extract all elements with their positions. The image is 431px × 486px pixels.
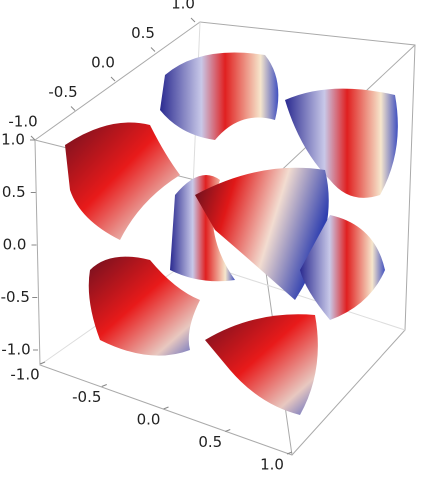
tick-label: -1.0	[1, 341, 30, 359]
tick-mark	[70, 106, 76, 111]
tick-mark	[286, 451, 293, 455]
tick-label: 1.0	[1, 131, 25, 149]
tick-mark	[150, 47, 156, 52]
tick-label: -0.5	[72, 388, 101, 406]
tick-label: 0.0	[137, 411, 161, 429]
tick-label: 1.0	[260, 456, 284, 474]
tick-label: -1.0	[8, 113, 37, 131]
surfaces	[65, 52, 398, 415]
tick-label: 0.5	[198, 433, 222, 451]
tick-mark	[39, 361, 46, 365]
tick-label: 1.0	[171, 0, 195, 13]
tick-label: 0.0	[91, 54, 115, 72]
tick-label: -0.5	[48, 83, 77, 101]
tick-mark	[225, 429, 231, 432]
tick-label: 0.0	[3, 236, 27, 254]
tick-label: -0.5	[1, 288, 30, 306]
tick-mark	[101, 384, 107, 387]
tick-mark	[190, 17, 196, 23]
tick-mark	[30, 135, 36, 141]
tick-mark	[163, 406, 169, 410]
tick-mark	[110, 76, 116, 82]
tick-label: -1.0	[10, 366, 39, 384]
tick-label: 0.5	[2, 183, 26, 201]
tick-label: 0.5	[131, 24, 155, 42]
